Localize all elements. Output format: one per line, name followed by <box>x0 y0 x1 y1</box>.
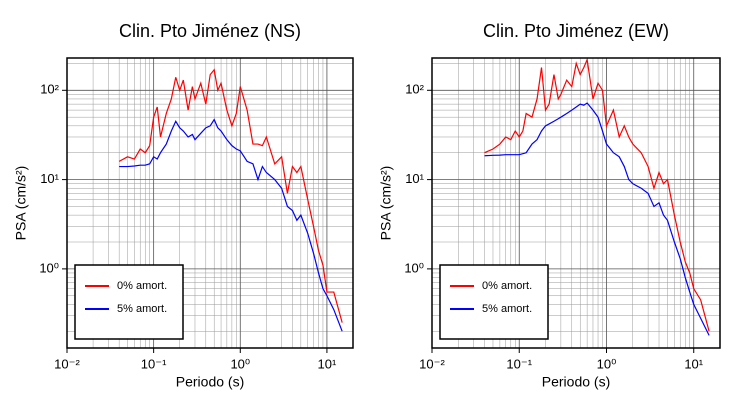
legend-label: 5% amort. <box>482 303 532 315</box>
x-axis-label: Periodo (s) <box>542 374 610 390</box>
legend-box <box>439 264 549 340</box>
x-tick-label: 10⁻² <box>54 356 80 371</box>
x-tick-label: 10⁻¹ <box>506 356 532 371</box>
series-line <box>484 102 710 336</box>
y-tick-label: 10¹ <box>405 171 424 186</box>
x-tick-label: 10⁻¹ <box>141 356 167 371</box>
legend-label: 0% amort. <box>482 280 532 292</box>
plot-frame <box>431 57 721 349</box>
y-axis-label: PSA (cm/s²) <box>13 166 29 241</box>
legend-label: 0% amort. <box>117 280 167 292</box>
x-tick-label: 10⁰ <box>230 356 250 371</box>
series-line <box>118 68 343 323</box>
x-tick-label: 10¹ <box>684 356 703 371</box>
x-tick-label: 10¹ <box>318 356 337 371</box>
y-axis-label: PSA (cm/s²) <box>378 166 394 241</box>
series-line <box>119 118 343 332</box>
chart-title: Clin. Pto Jiménez (NS) <box>119 21 301 41</box>
y-tick-label: 10² <box>405 82 424 97</box>
x-axis-label: Periodo (s) <box>176 374 244 390</box>
y-tick-label: 10⁰ <box>404 260 424 275</box>
y-tick-label: 10⁰ <box>39 260 59 275</box>
x-tick-label: 10⁻² <box>419 356 445 371</box>
plot-frame <box>66 57 354 349</box>
y-tick-label: 10² <box>40 82 59 97</box>
x-tick-label: 10⁰ <box>597 356 617 371</box>
y-tick-label: 10¹ <box>40 171 59 186</box>
series-line <box>484 57 710 332</box>
legend-label: 5% amort. <box>117 303 167 315</box>
chart-title: Clin. Pto Jiménez (EW) <box>483 21 669 41</box>
legend-box <box>74 264 184 340</box>
